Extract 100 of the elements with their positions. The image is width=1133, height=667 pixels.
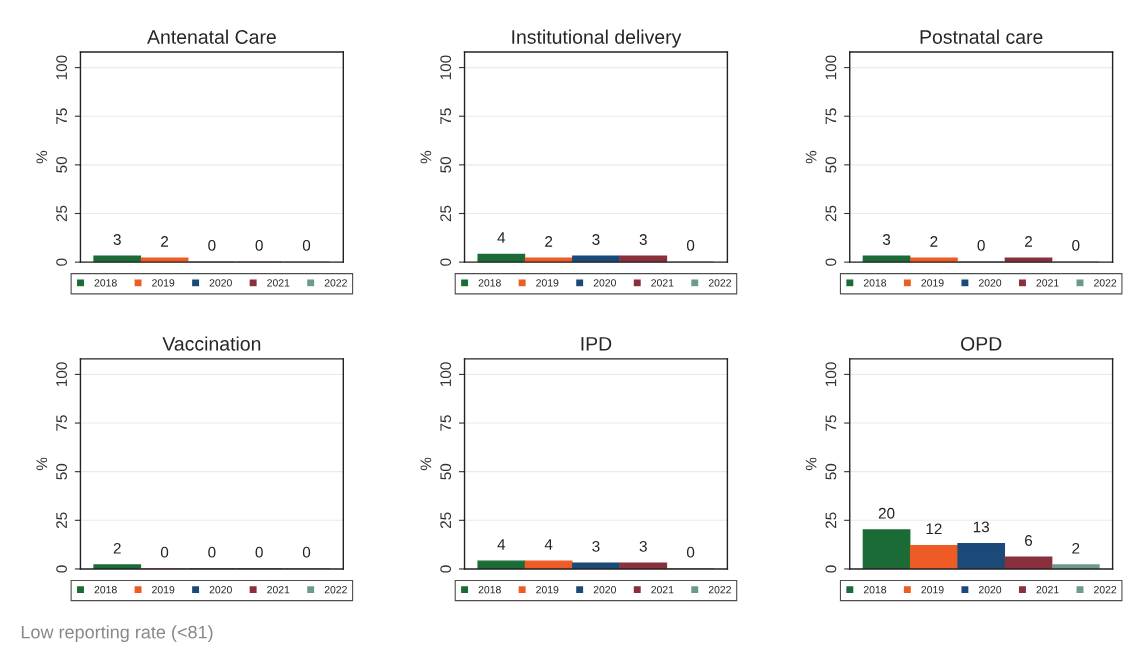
y-tick-label: 25	[440, 512, 452, 529]
data-label: 0	[208, 546, 216, 558]
data-label: 4	[497, 232, 506, 243]
y-tick-label: 50	[440, 463, 452, 480]
y-tick-label: 100	[440, 55, 452, 80]
legend-label: 2019	[152, 279, 175, 287]
data-label: 0	[160, 546, 169, 558]
y-tick-label: 0	[56, 258, 68, 266]
data-label: 4	[497, 539, 506, 550]
y-tick-label: 0	[440, 565, 452, 573]
y-axis-title: %	[36, 150, 48, 164]
legend-label: 2021	[651, 586, 674, 594]
data-label: 0	[208, 239, 216, 251]
data-label: 2	[930, 236, 938, 247]
y-axis-title: %	[805, 457, 817, 471]
data-label: 0	[302, 239, 311, 251]
legend-label: 2019	[921, 279, 944, 287]
legend-label: 2019	[152, 586, 175, 594]
data-label: 3	[592, 540, 600, 552]
data-label: 0	[255, 239, 263, 251]
legend-label: 2018	[863, 279, 887, 287]
data-label: 3	[639, 234, 647, 245]
y-tick-label: 0	[440, 258, 452, 266]
y-axis-title: %	[420, 457, 432, 471]
data-label: 0	[302, 546, 311, 558]
data-label: 2	[113, 542, 121, 554]
legend-label: 2020	[978, 586, 1002, 594]
y-tick-label: 75	[440, 415, 452, 431]
legend-label: 2021	[267, 279, 290, 287]
chart-title: Institutional delivery	[512, 29, 682, 48]
text: Low reporting rate (<81)	[21, 625, 213, 643]
y-tick-label: 25	[440, 205, 452, 222]
y-tick-label: 75	[56, 108, 68, 124]
data-label: 20	[878, 507, 895, 519]
y-tick-label: 50	[440, 156, 452, 173]
y-tick-label: 0	[825, 258, 837, 266]
data-label: 2	[545, 236, 553, 247]
legend-label: 2021	[1036, 586, 1059, 594]
chart-title: IPD	[581, 337, 612, 351]
y-axis-title: %	[805, 150, 817, 164]
legend-label: 2020	[593, 586, 616, 594]
data-label: 0	[1072, 239, 1080, 251]
y-tick-label: 50	[56, 463, 68, 480]
legend-label: 2020	[593, 279, 616, 287]
y-tick-label: 100	[56, 55, 68, 80]
y-tick-label: 25	[56, 205, 68, 222]
y-axis-title: %	[36, 457, 48, 471]
legend-label: 2020	[209, 586, 232, 594]
y-tick-label: 100	[825, 362, 837, 386]
legend-label: 2021	[267, 586, 290, 594]
data-label: 2	[161, 236, 169, 247]
legend-label: 2021	[651, 279, 674, 287]
legend-label: 2022	[708, 586, 731, 594]
data-label: 2	[1025, 236, 1032, 247]
legend-label: 2019	[536, 586, 559, 594]
y-tick-label: 25	[825, 205, 837, 222]
y-tick-label: 100	[825, 55, 837, 80]
y-tick-label: 0	[825, 565, 837, 573]
data-label: 0	[977, 239, 985, 251]
data-label: 3	[113, 234, 121, 245]
legend-label: 2018	[94, 586, 117, 594]
chart-title: Postnatal care	[920, 29, 1043, 44]
data-label: 3	[882, 234, 891, 245]
y-tick-label: 75	[825, 415, 837, 431]
y-tick-label: 75	[440, 108, 452, 124]
y-tick-label: 75	[56, 415, 68, 431]
data-label: 0	[686, 239, 695, 251]
legend-label: 2020	[209, 279, 232, 287]
legend-label: 2021	[1036, 279, 1059, 287]
legend-label: 2022	[324, 586, 347, 594]
legend-label: 2022	[324, 279, 347, 287]
y-tick-label: 75	[825, 108, 837, 124]
legend-label: 2018	[478, 279, 501, 287]
y-axis-title: %	[420, 150, 432, 164]
legend-label: 2022	[1094, 586, 1117, 594]
legend-label: 2022	[1094, 279, 1117, 287]
data-label: 2	[1072, 542, 1080, 554]
data-label: 3	[639, 540, 647, 552]
y-tick-label: 0	[56, 565, 68, 573]
data-label: 3	[592, 234, 600, 245]
y-tick-label: 100	[56, 362, 68, 386]
legend-label: 2018	[863, 586, 887, 594]
chart-title: Vaccination	[162, 336, 261, 351]
data-label: 0	[255, 546, 263, 558]
data-label: 12	[926, 523, 942, 535]
data-label: 0	[686, 546, 695, 558]
legend-label: 2018	[478, 586, 501, 594]
legend-label: 2019	[536, 279, 559, 287]
chart-title: Antenatal Care	[147, 29, 276, 44]
chart-title: OPD	[961, 336, 1002, 351]
legend-label: 2019	[921, 586, 944, 594]
y-tick-label: 100	[440, 362, 452, 386]
y-tick-label: 25	[825, 512, 837, 529]
legend-label: 2018	[94, 279, 117, 287]
legend-label: 2020	[978, 279, 1002, 287]
y-tick-label: 50	[825, 463, 837, 480]
y-tick-label: 50	[825, 156, 837, 173]
y-tick-label: 25	[56, 512, 68, 529]
data-label: 4	[544, 539, 553, 550]
legend-label: 2022	[708, 279, 731, 287]
